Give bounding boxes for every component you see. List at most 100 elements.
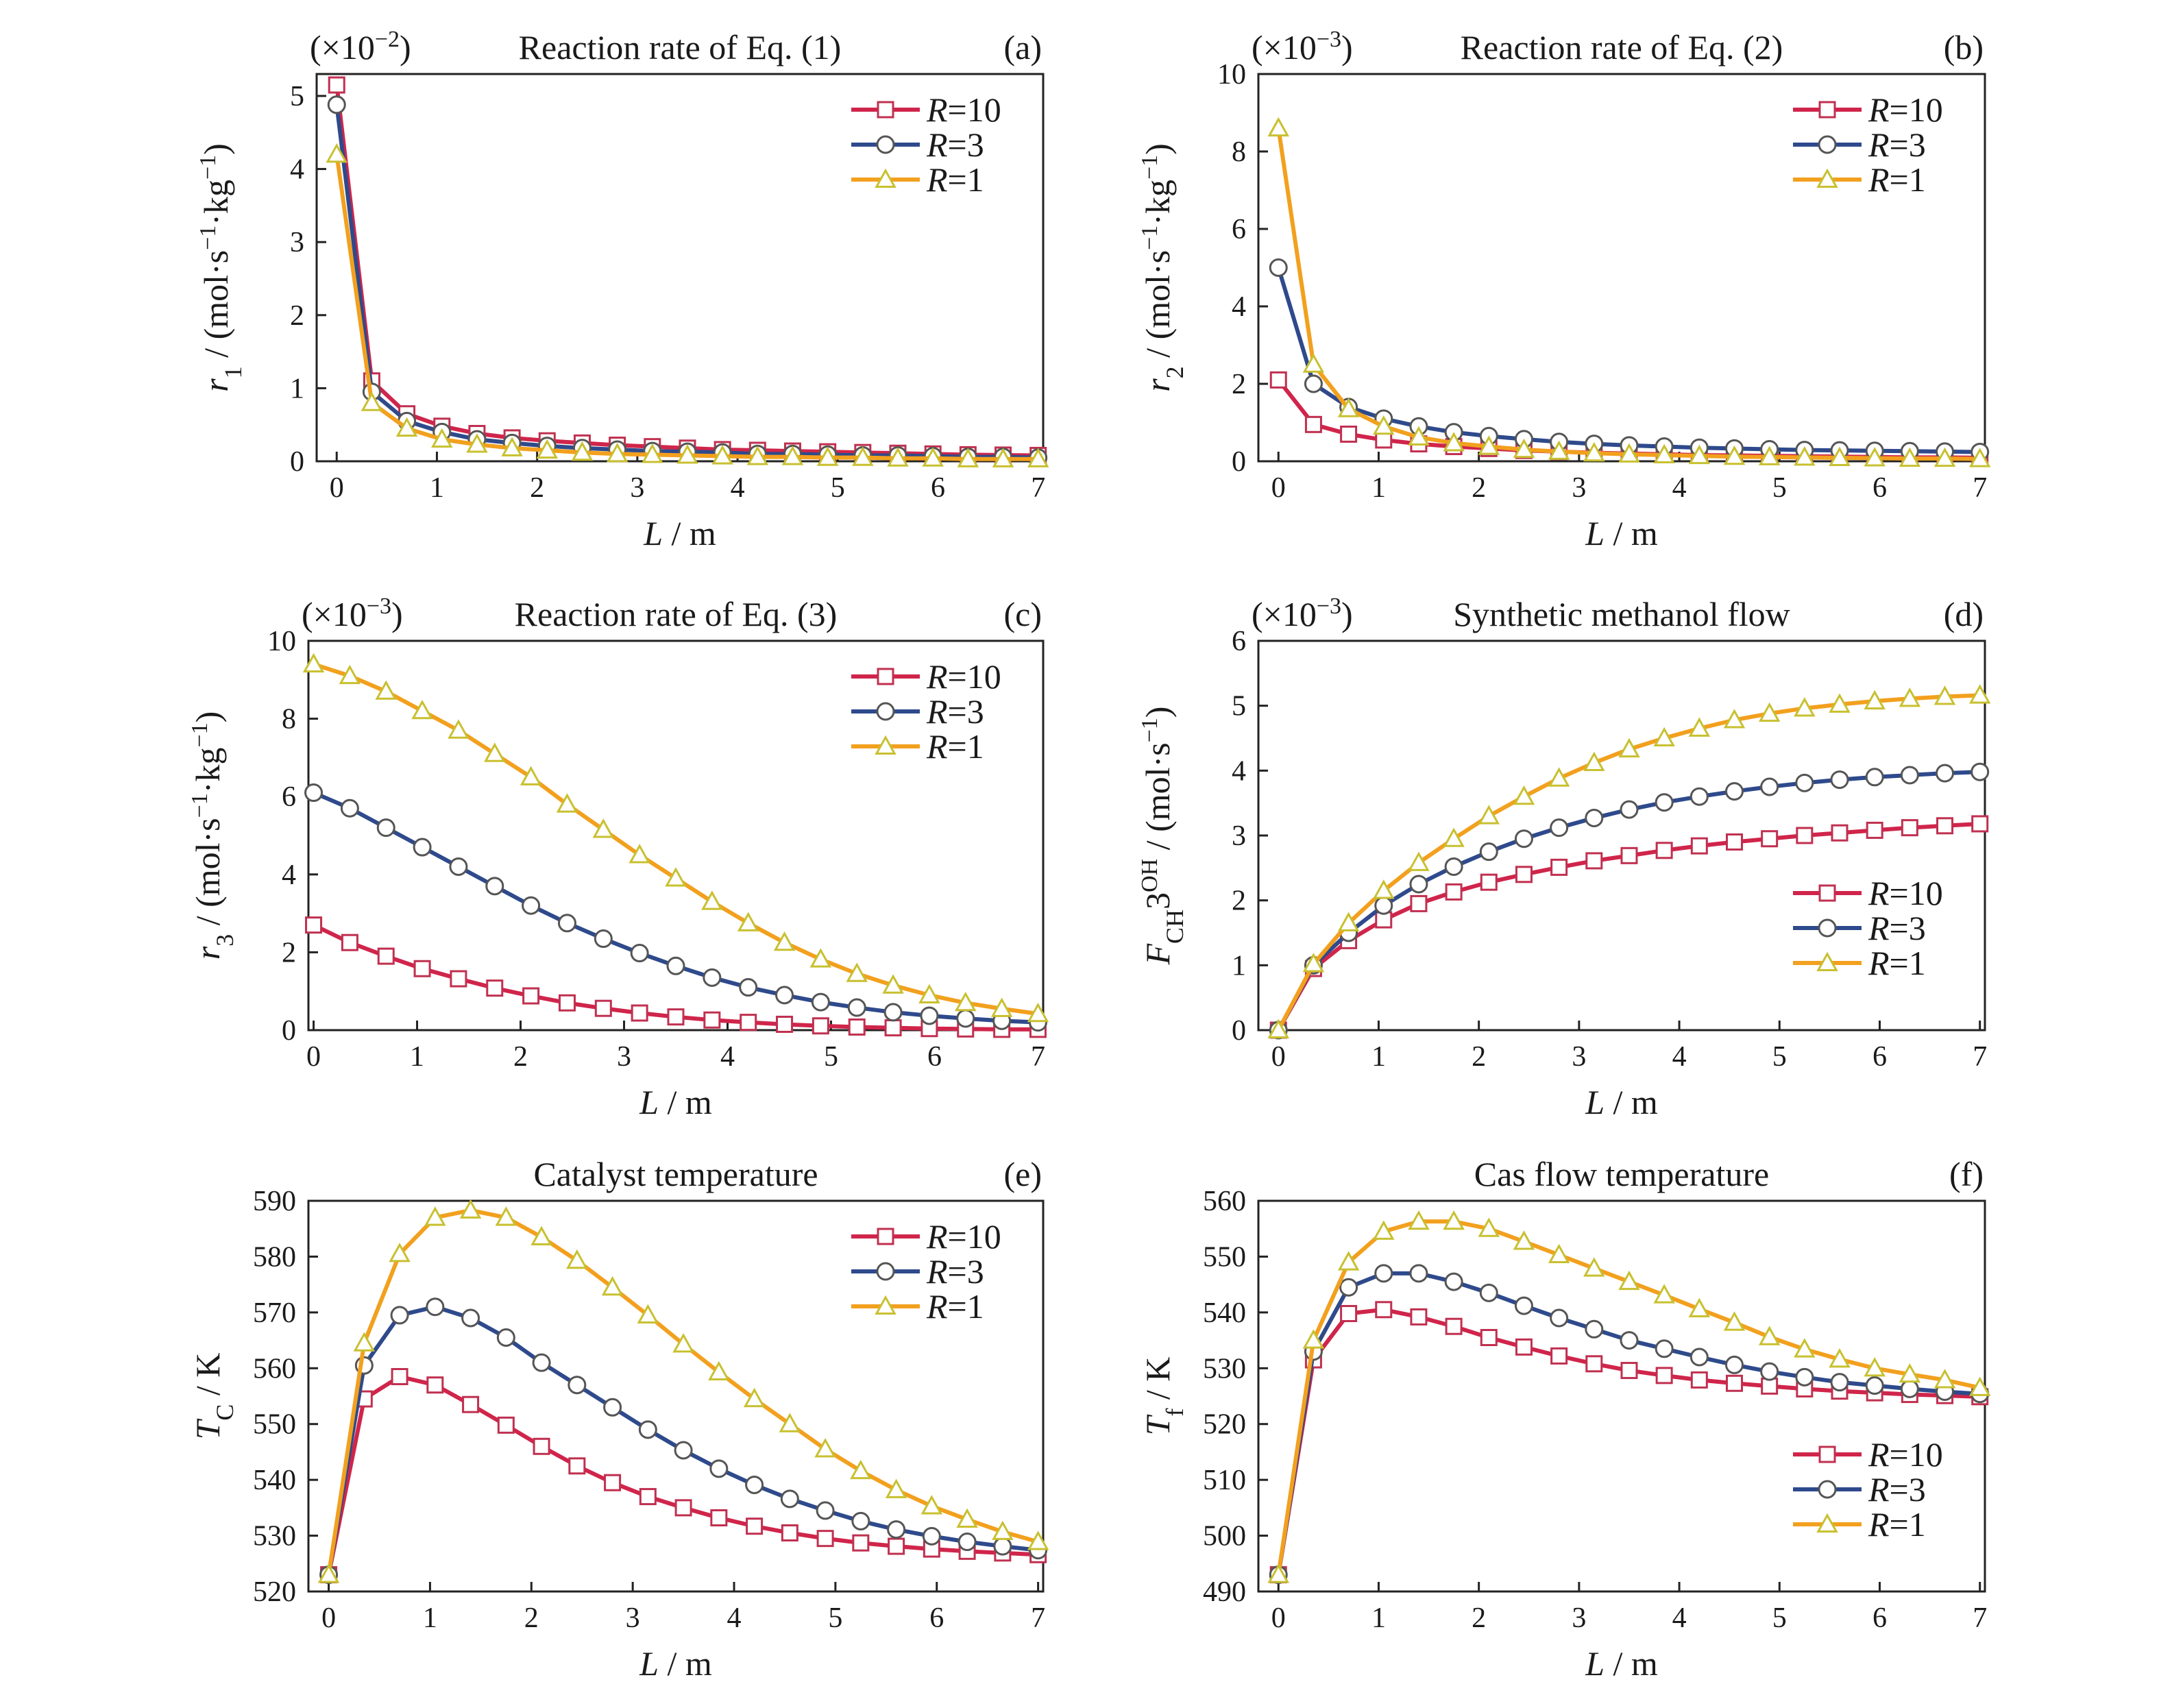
- scale-label: (×10−3): [1252, 27, 1353, 67]
- data-point: [809, 948, 832, 968]
- data-point: [1968, 684, 1991, 704]
- x-tick-label: 4: [731, 472, 745, 504]
- data-point: [376, 818, 395, 838]
- data-point: [1829, 1347, 1851, 1368]
- panel-f: 0 1 2 3 4 5 6 7 490 500 510 520 530 540 550 560 Cas flow…: [1138, 1155, 1991, 1683]
- panel-a: 0 1 2 3 4 5 6 7 0 1 2 3 4 5 Reaction rate of Eq. (1) (a…: [195, 27, 1049, 552]
- data-point: [1375, 1301, 1393, 1319]
- legend-marker: [876, 135, 895, 154]
- y-tick-label: 2: [290, 300, 304, 332]
- legend-label: R=3: [926, 1252, 984, 1291]
- data-point: [1725, 833, 1743, 851]
- panel-label: (d): [1944, 595, 1984, 633]
- legend-entry-R-3: R=3: [1793, 1470, 1926, 1509]
- data-point: [920, 1495, 943, 1515]
- panel-label: (b): [1944, 28, 1984, 66]
- x-tick-label: 7: [1031, 1041, 1045, 1073]
- data-point: [1304, 374, 1323, 393]
- data-point: [533, 1437, 550, 1455]
- y-tick-label: 550: [253, 1409, 296, 1441]
- x-tick-label: 6: [927, 1041, 942, 1073]
- y-tick-label: 520: [1203, 1409, 1246, 1441]
- data-point: [1445, 1317, 1463, 1335]
- data-point: [1829, 446, 1851, 466]
- data-point: [816, 1501, 835, 1520]
- legend-label: R=10: [926, 657, 1001, 696]
- panel-b: 0 1 2 3 4 5 6 7 0 2 4 6 8 10 Reaction rate of Eq. (2) (…: [1137, 27, 1991, 552]
- y-axis-label: TC / K: [188, 1353, 239, 1440]
- data-point: [666, 956, 685, 975]
- legend-marker: [875, 1295, 896, 1315]
- legend-entry-R-10: R=10: [1793, 90, 1943, 129]
- y-tick-label: 6: [282, 781, 296, 813]
- data-point: [776, 1015, 794, 1033]
- series-R-10: [320, 1368, 1047, 1584]
- legend-marker: [1818, 101, 1836, 119]
- x-tick-label: 5: [828, 1602, 842, 1634]
- data-point: [340, 798, 359, 818]
- data-point: [1027, 448, 1049, 467]
- x-tick-label: 0: [321, 1602, 336, 1634]
- legend-marker: [1818, 135, 1837, 154]
- data-point: [918, 984, 940, 1003]
- x-tick-label: 6: [931, 472, 945, 504]
- legend-entry-R-3: R=3: [1793, 125, 1926, 164]
- data-point: [665, 867, 687, 887]
- legend: R=10R=3R=1: [1793, 90, 1943, 199]
- legend-marker: [876, 1262, 895, 1281]
- plot-frame: [307, 639, 1045, 1032]
- x-tick-label: 0: [1271, 1602, 1286, 1634]
- data-point: [1583, 441, 1605, 462]
- data-point: [1374, 896, 1393, 915]
- data-point: [993, 1537, 1012, 1556]
- data-point: [497, 1416, 515, 1434]
- data-point: [779, 1413, 801, 1432]
- data-point: [1302, 353, 1325, 373]
- data-point: [637, 1304, 659, 1323]
- data-point: [1760, 777, 1779, 796]
- legend: R=10R=3R=1: [851, 1217, 1001, 1326]
- data-point: [391, 1368, 408, 1385]
- y-tick-label: 5: [1232, 691, 1246, 722]
- y-tick-label: 570: [253, 1297, 296, 1329]
- data-point: [1583, 751, 1605, 772]
- data-point: [1899, 1363, 1921, 1383]
- y-tick-label: 0: [282, 1015, 296, 1047]
- data-point: [302, 652, 325, 673]
- data-point: [1548, 440, 1570, 460]
- data-point: [1304, 415, 1322, 433]
- data-point: [495, 1206, 517, 1226]
- series-line: [334, 154, 1038, 461]
- data-point: [1688, 717, 1711, 737]
- data-point: [1478, 805, 1500, 825]
- data-point: [1585, 1319, 1604, 1339]
- legend-label: R=1: [1868, 1505, 1926, 1544]
- legend-entry-R-1: R=1: [851, 727, 984, 766]
- data-point: [1968, 1376, 1991, 1396]
- data-point: [1723, 709, 1746, 729]
- panel-label: (f): [1949, 1155, 1984, 1193]
- data-point: [676, 444, 698, 464]
- x-tick-label: 6: [929, 1602, 944, 1634]
- data-point: [672, 1332, 694, 1353]
- chart-title: Reaction rate of Eq. (3): [515, 595, 838, 633]
- data-point: [1513, 438, 1535, 459]
- y-axis-label: r3 / (mol·s−1·kg−1): [187, 711, 239, 960]
- data-point: [1444, 857, 1463, 876]
- legend-marker: [1818, 918, 1837, 938]
- x-tick-label: 0: [306, 1041, 321, 1073]
- legend-marker: [875, 735, 896, 755]
- data-point: [594, 999, 612, 1017]
- y-tick-label: 590: [253, 1186, 296, 1217]
- data-point: [957, 1533, 977, 1552]
- scale-label: (×10−3): [302, 594, 403, 634]
- chart-title: Synthetic methanol flow: [1453, 595, 1790, 633]
- data-point: [1901, 819, 1918, 837]
- x-tick-label: 2: [1472, 472, 1486, 504]
- legend-label: R=1: [1868, 944, 1926, 982]
- y-tick-label: 520: [253, 1576, 296, 1608]
- data-point: [1934, 1369, 1956, 1389]
- series-R-3: [304, 783, 1047, 1032]
- data-point: [461, 1308, 480, 1328]
- legend-marker: [1818, 1445, 1836, 1463]
